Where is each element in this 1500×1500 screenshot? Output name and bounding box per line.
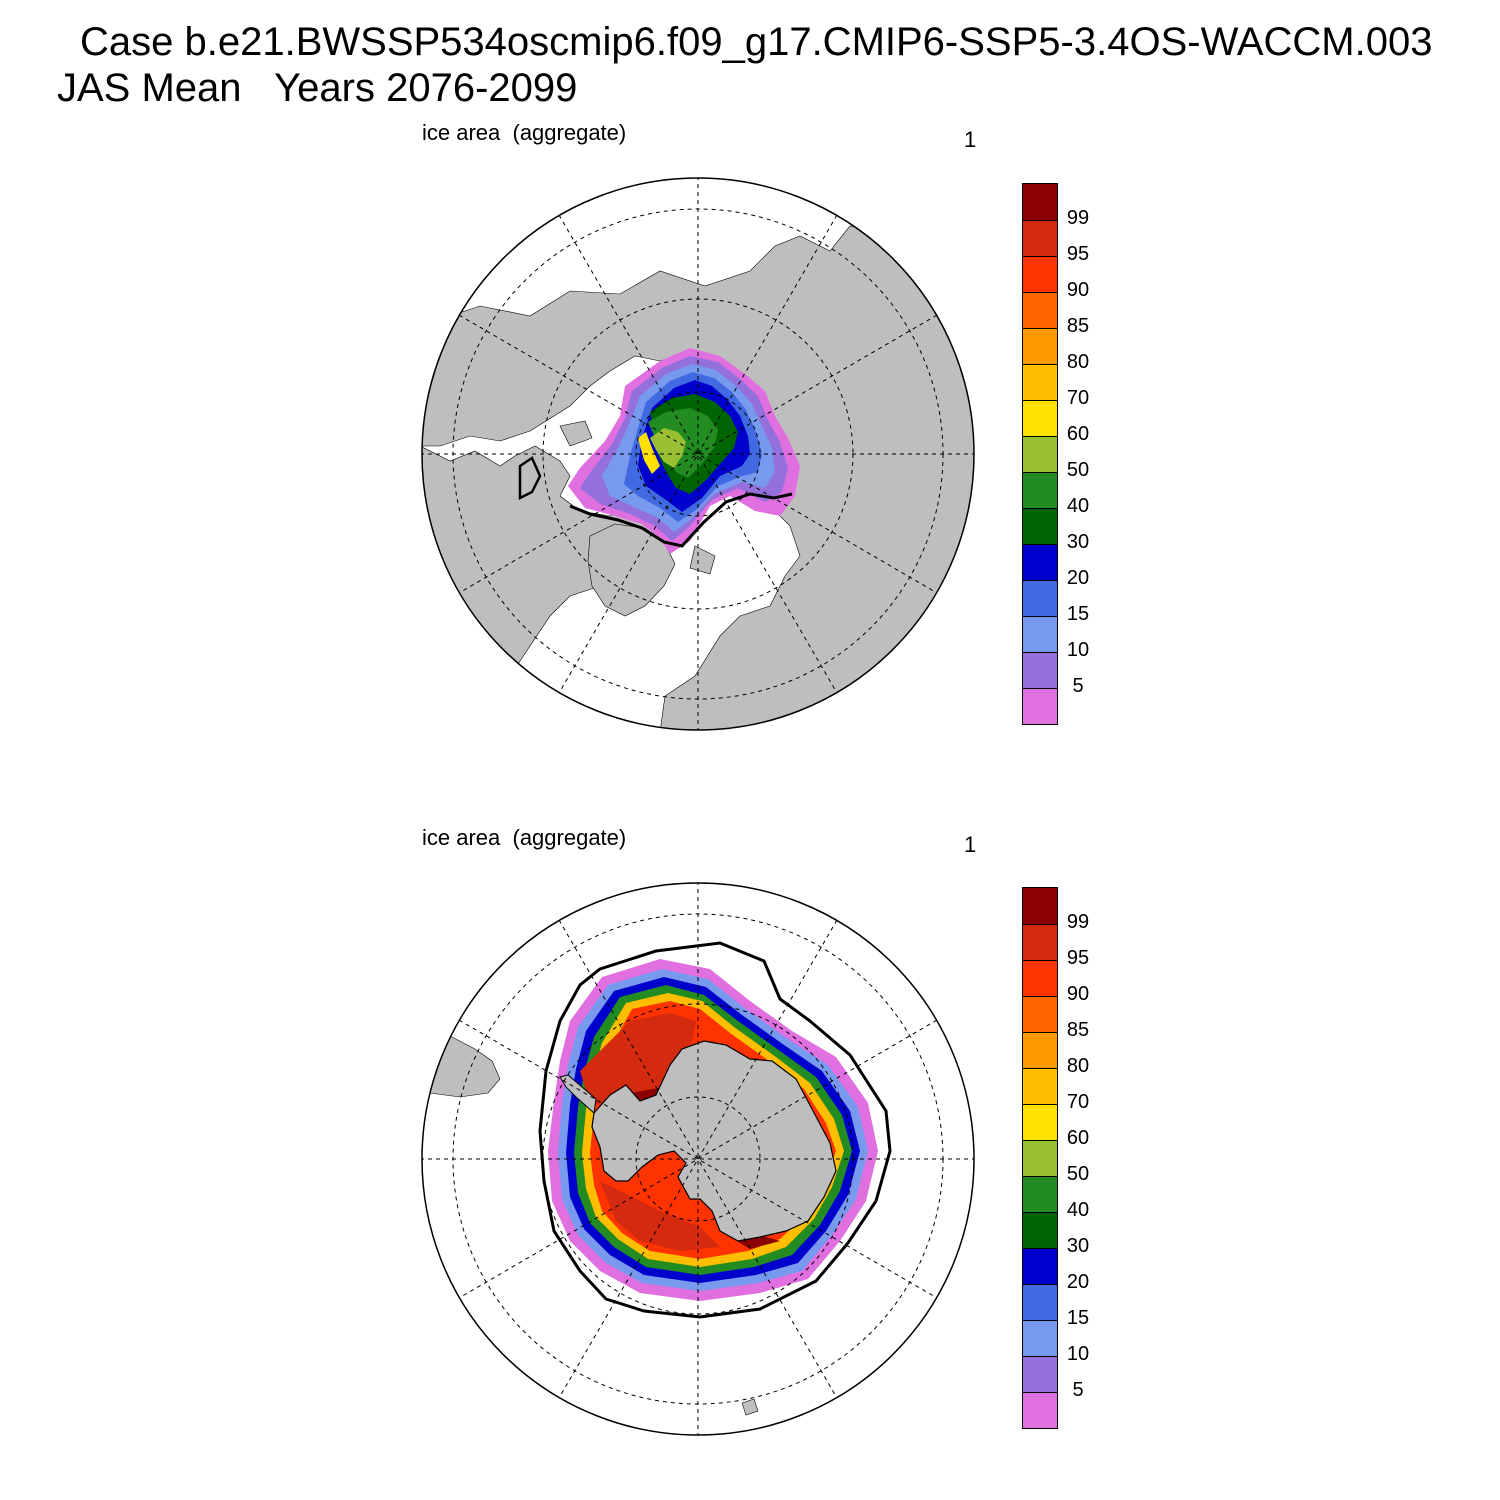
colorbar-tick-label: 85	[1066, 315, 1090, 337]
colorbar-tick-label: 40	[1066, 495, 1090, 517]
colorbar-swatch	[1023, 1140, 1057, 1176]
colorbar-swatch	[1023, 1248, 1057, 1284]
colorbar-swatch	[1023, 1212, 1057, 1248]
colorbar-tick-label: 99	[1066, 911, 1090, 933]
colorbar-tick-label: 5	[1072, 1379, 1084, 1401]
ice-edge-contour	[569, 492, 793, 548]
ice-60-fill	[650, 428, 686, 468]
colorbar-tick-label: 80	[1066, 1055, 1090, 1077]
colorbar-swatch	[1023, 436, 1057, 472]
colorbar-swatch	[1023, 1104, 1057, 1140]
colorbar-swatch	[1023, 220, 1057, 256]
colorbar-swatch	[1023, 1284, 1057, 1320]
small-island	[741, 1398, 759, 1416]
colorbar-tick-label: 70	[1066, 387, 1090, 409]
colorbar-swatch	[1023, 508, 1057, 544]
colorbar-tick-label: 50	[1066, 1163, 1090, 1185]
ice-edge-contour	[538, 941, 892, 1319]
colorbar-swatch	[1023, 256, 1057, 292]
colorbar-swatch	[1023, 580, 1057, 616]
antarctica-land	[591, 1040, 837, 1242]
colorbar-swatch	[1023, 1356, 1057, 1392]
colorbar-swatch	[1023, 616, 1057, 652]
south-colorbar	[1022, 887, 1058, 1429]
figure-title-period: JAS Mean Years 2076-2099	[57, 66, 578, 110]
colorbar-swatch	[1023, 1032, 1057, 1068]
colorbar-swatch	[1023, 652, 1057, 688]
colorbar-tick-label: 15	[1066, 603, 1090, 625]
ice-edge-contour-west	[518, 456, 542, 501]
north-polar-map	[421, 177, 975, 731]
colorbar-swatch	[1023, 888, 1057, 924]
colorbar-swatch	[1023, 400, 1057, 436]
colorbar-tick-label: 15	[1066, 1307, 1090, 1329]
south-polar-map	[421, 882, 975, 1436]
colorbar-tick-label: 60	[1066, 423, 1090, 445]
colorbar-tick-label: 50	[1066, 459, 1090, 481]
colorbar-tick-label: 20	[1066, 1271, 1090, 1293]
colorbar-tick-label: 5	[1072, 675, 1084, 697]
colorbar-tick-label: 90	[1066, 983, 1090, 1005]
colorbar-tick-label: 10	[1066, 1343, 1090, 1365]
colorbar-tick-label: 70	[1066, 1091, 1090, 1113]
colorbar-swatch	[1023, 960, 1057, 996]
colorbar-swatch	[1023, 996, 1057, 1032]
colorbar-swatch	[1023, 292, 1057, 328]
colorbar-tick-label: 95	[1066, 243, 1090, 265]
south-panel-label: ice area (aggregate)	[422, 825, 627, 850]
colorbar-swatch	[1023, 1392, 1057, 1428]
colorbar-tick-label: 30	[1066, 1235, 1090, 1257]
colorbar-swatch	[1023, 544, 1057, 580]
colorbar-tick-label: 20	[1066, 567, 1090, 589]
colorbar-swatch	[1023, 472, 1057, 508]
colorbar-tick-label: 85	[1066, 1019, 1090, 1041]
north-panel-label: ice area (aggregate)	[422, 120, 627, 145]
north-panel-number: 1	[964, 127, 977, 152]
colorbar-tick-label: 40	[1066, 1199, 1090, 1221]
ice-70-fill	[638, 432, 660, 474]
colorbar-tick-label: 10	[1066, 639, 1090, 661]
colorbar-swatch	[1023, 924, 1057, 960]
colorbar-tick-label: 60	[1066, 1127, 1090, 1149]
colorbar-swatch	[1023, 184, 1057, 220]
colorbar-swatch	[1023, 1320, 1057, 1356]
antarctic-peninsula-land	[559, 1074, 597, 1114]
south-panel-number: 1	[964, 832, 977, 857]
colorbar-swatch	[1023, 688, 1057, 724]
colorbar-swatch	[1023, 1176, 1057, 1212]
colorbar-swatch	[1023, 328, 1057, 364]
colorbar-swatch	[1023, 364, 1057, 400]
figure-title-case: Case b.e21.BWSSP534oscmip6.f09_g17.CMIP6…	[80, 20, 1433, 64]
colorbar-tick-label: 90	[1066, 279, 1090, 301]
colorbar-tick-label: 80	[1066, 351, 1090, 373]
north-colorbar	[1022, 183, 1058, 725]
colorbar-swatch	[1023, 1068, 1057, 1104]
colorbar-tick-label: 30	[1066, 531, 1090, 553]
colorbar-tick-label: 95	[1066, 947, 1090, 969]
colorbar-tick-label: 99	[1066, 207, 1090, 229]
ice-95-fill	[580, 1013, 720, 1251]
